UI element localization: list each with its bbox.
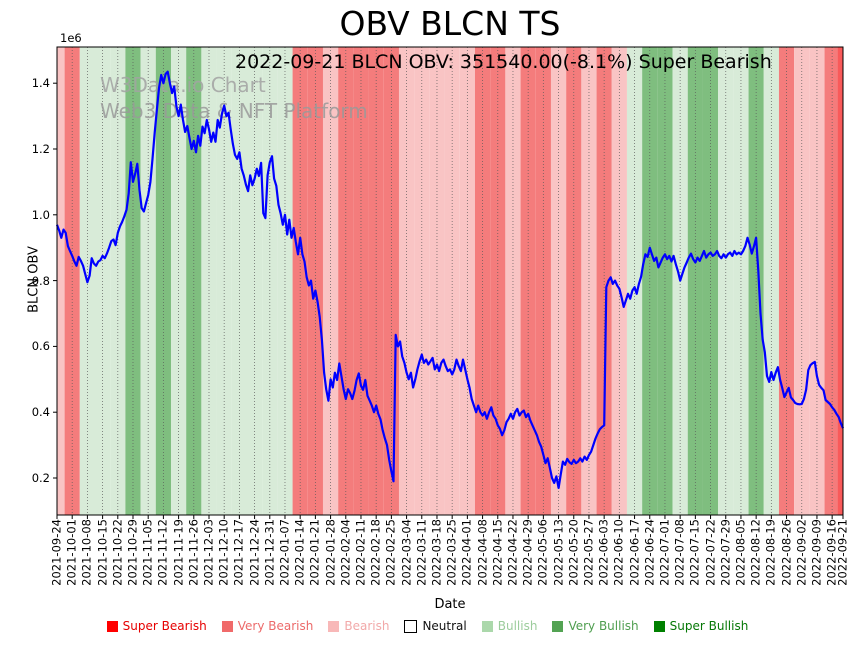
x-tick-label: 2022-07-29 — [718, 519, 733, 586]
x-tick-label: 2022-06-10 — [611, 519, 626, 586]
legend-label: Super Bearish — [122, 619, 207, 633]
obv-line-layer — [55, 70, 845, 489]
x-tick-label: 2022-02-11 — [353, 519, 368, 586]
x-tick-label: 2021-12-10 — [216, 519, 231, 586]
x-tick-label: 2022-08-05 — [733, 519, 748, 586]
x-tick-label: 2022-08-26 — [779, 519, 794, 586]
x-tick-label: 2021-10-01 — [64, 519, 79, 586]
x-tick-label: 2022-09-09 — [809, 519, 824, 586]
legend-label: Bullish — [497, 619, 538, 633]
x-tick-label: 2022-02-04 — [338, 519, 353, 586]
x-tick-label: 2022-07-01 — [657, 519, 672, 586]
x-tick-label: 2022-05-20 — [566, 519, 581, 586]
x-tick-label: 2022-06-17 — [627, 519, 642, 586]
sentiment-band-2022-09-16 — [824, 47, 838, 515]
sentiment-band-2021-09-24 — [57, 47, 65, 515]
x-tick-label: 2022-03-11 — [414, 519, 429, 586]
legend-swatch — [653, 620, 665, 632]
chart-title: OBV BLCN TS — [339, 4, 561, 43]
x-tick-label: 2022-06-03 — [596, 519, 611, 586]
x-tick-label: 2022-08-19 — [763, 519, 778, 586]
sentiment-band-2022-09-21 — [837, 47, 843, 515]
x-tick-label: 2021-09-24 — [49, 519, 64, 586]
x-tick-label: 2022-04-22 — [505, 519, 520, 586]
legend-label: Neutral — [422, 619, 467, 633]
x-axis-label: Date — [434, 597, 466, 612]
x-tick-label: 2022-04-15 — [490, 519, 505, 586]
legend-item-super-bullish: Super Bullish — [653, 619, 749, 633]
x-tick-label: 2022-04-29 — [520, 519, 535, 586]
x-tick-label: 2022-07-22 — [703, 519, 718, 586]
x-tick-label: 2021-12-24 — [247, 519, 262, 586]
x-tick-label: 2022-08-12 — [748, 519, 763, 586]
y-axis-offset-label: 1e6 — [60, 31, 82, 45]
legend-swatch — [106, 620, 118, 632]
x-tick-label: 2021-12-03 — [201, 519, 216, 586]
y-tick-label: 0.4 — [31, 405, 50, 420]
x-tick-label: 2022-01-28 — [323, 519, 338, 586]
x-tick-label: 2022-09-02 — [794, 519, 809, 586]
legend-swatch — [328, 620, 340, 632]
legend-item-very-bullish: Very Bullish — [552, 619, 639, 633]
y-tick-label: 1.4 — [31, 76, 50, 91]
x-tick-label: 2021-10-15 — [95, 519, 110, 586]
legend-item-bullish: Bullish — [481, 619, 538, 633]
legend-label: Very Bearish — [237, 619, 314, 633]
x-tick-label: 2022-07-15 — [687, 519, 702, 586]
x-tick-label: 2021-10-08 — [79, 519, 94, 586]
watermark-line-1: W3Data.io Chart — [100, 73, 266, 97]
tick-marks-layer — [53, 82, 844, 519]
y-tick-label: 0.8 — [31, 273, 50, 288]
legend-item-bearish: Bearish — [328, 619, 389, 633]
y-tick-label: 1.0 — [31, 207, 50, 222]
x-tick-label: 2022-02-18 — [368, 519, 383, 586]
x-tick-label: 2022-03-04 — [399, 519, 414, 586]
legend-label: Very Bullish — [568, 619, 639, 633]
x-tick-label: 2021-11-19 — [171, 519, 186, 586]
x-tick-label: 2022-01-07 — [277, 519, 292, 586]
y-tick-label: 0.2 — [31, 471, 50, 485]
x-tick-label: 2021-11-05 — [140, 519, 155, 586]
legend-swatch — [481, 620, 493, 632]
chart-subtitle: 2022-09-21 BLCN OBV: 351540.00(-8.1%) Su… — [235, 51, 772, 73]
x-tick-label: 2021-10-22 — [110, 519, 125, 586]
legend-item-neutral: Neutral — [404, 619, 467, 633]
x-tick-label: 2022-03-25 — [444, 519, 459, 586]
x-tick-label: 2021-11-26 — [186, 519, 201, 586]
x-tick-label: 2022-01-21 — [307, 519, 322, 586]
legend-swatch — [221, 620, 233, 632]
x-tick-label: 2022-01-14 — [292, 519, 307, 586]
x-tick-label: 2021-12-17 — [231, 519, 246, 586]
x-tick-label: 2021-11-12 — [155, 519, 170, 586]
x-tick-label: 2022-09-21 — [835, 519, 850, 586]
y-tick-label: 0.6 — [31, 339, 50, 354]
obv-line — [55, 70, 845, 489]
x-tick-label: 2022-06-24 — [642, 519, 657, 586]
x-tick-label: 2022-02-25 — [383, 519, 398, 586]
x-tick-label: 2022-05-27 — [581, 519, 596, 586]
x-tick-label: 2021-10-29 — [125, 519, 140, 586]
watermark-line-2: Web3 Data & NFT Platform — [100, 99, 368, 123]
x-tick-label: 2022-04-08 — [475, 519, 490, 586]
x-tick-label: 2022-04-01 — [459, 519, 474, 586]
x-tick-label: 2021-12-31 — [262, 519, 277, 586]
legend-item-super-bearish: Super Bearish — [106, 619, 207, 633]
x-tick-label: 2022-07-08 — [672, 519, 687, 586]
x-tick-label: 2022-03-18 — [429, 519, 444, 586]
legend-swatch — [404, 619, 418, 633]
x-tick-label: 2022-05-13 — [551, 519, 566, 586]
legend-label: Bearish — [344, 619, 390, 633]
legend-label: Super Bullish — [669, 619, 749, 633]
legend: Super Bearish Very Bearish Bearish Neutral B… — [0, 619, 855, 633]
x-tick-label: 2022-05-06 — [535, 519, 550, 586]
legend-swatch — [552, 620, 564, 632]
legend-item-very-bearish: Very Bearish — [221, 619, 314, 633]
y-tick-label: 1.2 — [31, 142, 50, 156]
